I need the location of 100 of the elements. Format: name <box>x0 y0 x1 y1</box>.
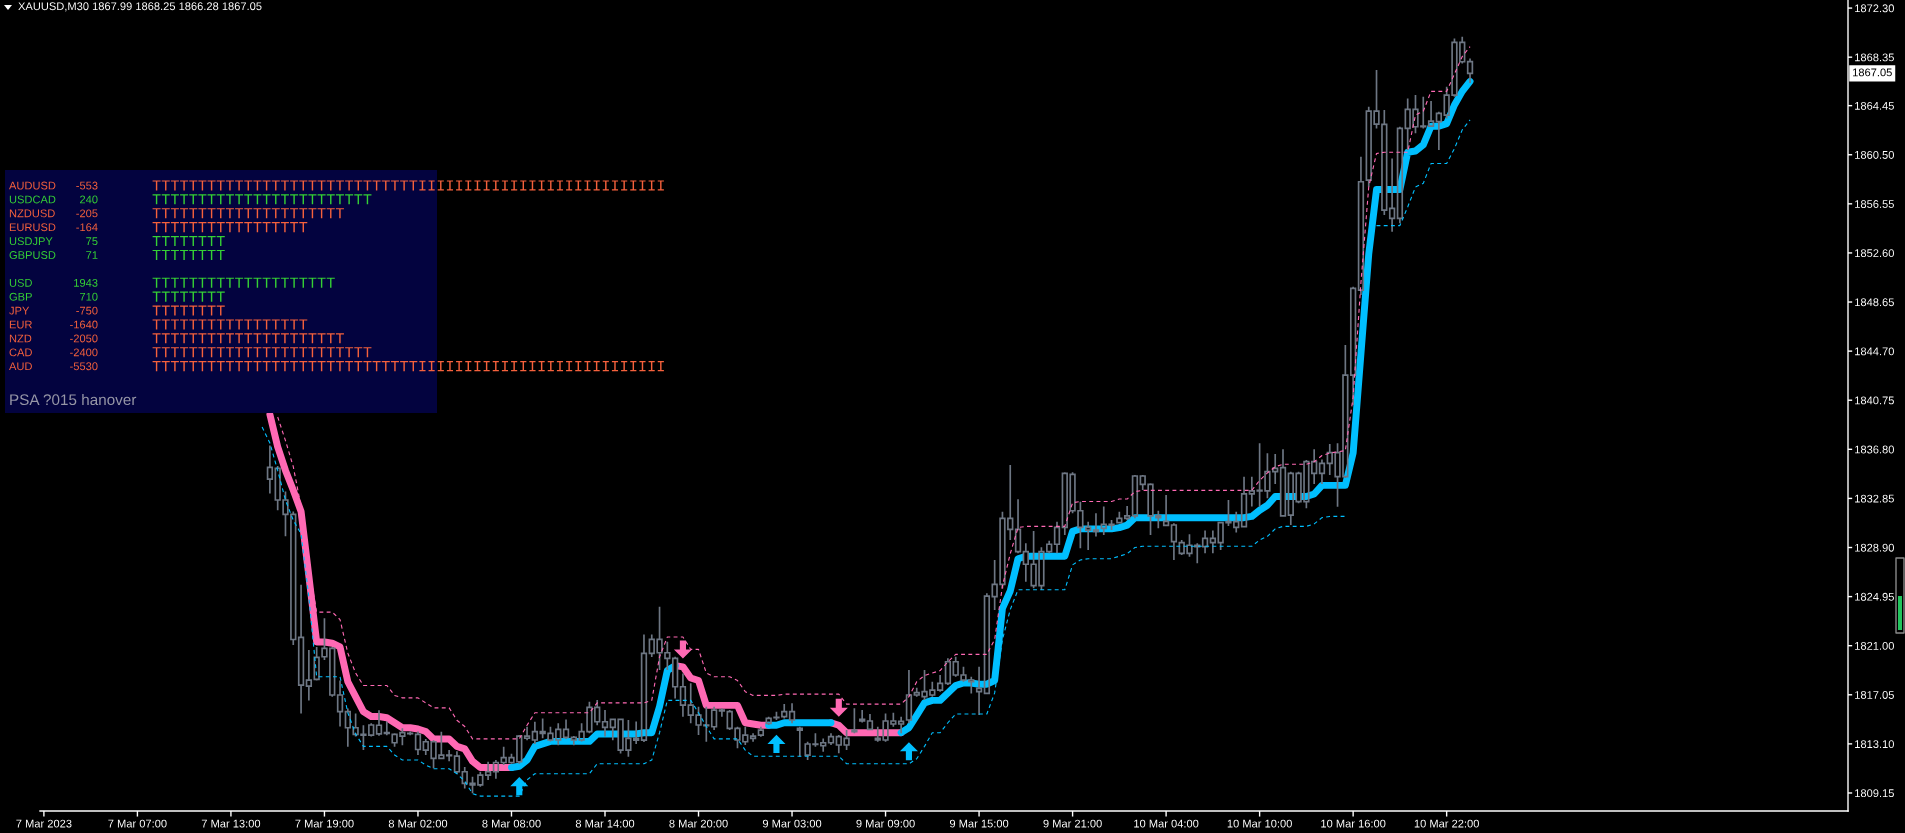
point <box>899 742 918 761</box>
annotation: TTTTTTTT <box>152 235 225 247</box>
candlestick <box>905 669 913 725</box>
category-label: JPY <box>9 306 30 315</box>
candlestick <box>1201 529 1209 555</box>
candlestick <box>453 750 461 775</box>
candlestick <box>1014 498 1022 555</box>
data-label: -5530 <box>70 362 98 371</box>
y-tick-label: 1856.55 <box>1855 200 1894 208</box>
candlestick <box>749 732 757 743</box>
x-tick-label: 8 Mar 02:00 <box>388 819 448 828</box>
y-tick-label: 1860.50 <box>1855 151 1894 159</box>
category-label: USDCAD <box>9 195 56 204</box>
category-label: NZDUSD <box>9 209 55 218</box>
candlestick <box>827 732 835 746</box>
category-label: USDJPY <box>9 237 53 246</box>
point <box>510 777 529 796</box>
category-label: GBPUSD <box>9 251 56 259</box>
candlestick <box>1279 448 1287 518</box>
candlestick <box>781 703 788 720</box>
y-tick-label: 1817.05 <box>1855 691 1894 699</box>
data-label: -750 <box>76 306 98 315</box>
y-tick-label: 1809.15 <box>1855 789 1894 798</box>
candlestick <box>796 725 804 758</box>
x-tick-label: 10 Mar 10:00 <box>1227 819 1292 828</box>
candlestick <box>336 679 344 728</box>
candlestick <box>1053 520 1061 555</box>
data-label: -2050 <box>70 334 98 343</box>
category-label: EUR <box>9 320 32 329</box>
y-tick-label: 1813.10 <box>1855 740 1894 749</box>
candlestick <box>601 709 609 738</box>
category-label: GBP <box>9 292 32 301</box>
data-label: 240 <box>80 195 98 204</box>
text: 1867.05 <box>1853 68 1892 77</box>
point <box>767 734 786 753</box>
point <box>829 698 848 717</box>
candlestick <box>640 633 648 743</box>
data-label: 71 <box>86 251 98 259</box>
x-tick-label: 7 Mar 07:00 <box>108 819 167 828</box>
y-tick-label: 1840.75 <box>1855 396 1894 405</box>
candlestick <box>858 709 866 724</box>
candlestick <box>1318 458 1326 485</box>
candlestick <box>1357 155 1365 296</box>
category-label: EURUSD <box>9 223 56 232</box>
data-label: 1943 <box>74 278 98 287</box>
x-tick-label: 9 Mar 15:00 <box>949 819 1009 828</box>
candlestick <box>1240 475 1248 529</box>
category-label: AUDUSD <box>9 181 56 190</box>
x-tick-label: 7 Mar 13:00 <box>201 819 261 828</box>
x-tick-label: 7 Mar 19:00 <box>295 819 354 828</box>
candlestick <box>757 725 765 738</box>
x-tick-label: 7 Mar 2023 <box>16 819 72 828</box>
x-tick-label: 8 Mar 14:00 <box>575 819 635 828</box>
annotation: PSA ?015 hanover <box>10 393 137 406</box>
category-label: USD <box>9 278 32 287</box>
candlestick <box>1427 100 1435 128</box>
candlestick <box>866 713 874 731</box>
data-label: -164 <box>76 223 98 232</box>
y-tick-label: 1872.30 <box>1855 4 1894 13</box>
candlestick <box>266 444 274 495</box>
candlestick <box>936 674 944 693</box>
point <box>673 640 692 659</box>
x-tick-label: 10 Mar 16:00 <box>1321 819 1386 828</box>
annotation: TTTTTTTTTTTTTTTTT <box>152 222 308 233</box>
annotation: TTTTTTTTTTTTTTTTTTTT <box>152 277 335 288</box>
y-tick-label: 1828.90 <box>1855 543 1894 552</box>
annotation: TTTTTTTTTTTTTTTTTTTTT <box>152 333 344 344</box>
y-tick-label: 1824.95 <box>1855 592 1894 601</box>
candlestick <box>375 709 383 737</box>
candlestick <box>788 702 796 725</box>
data-label: 75 <box>86 237 98 246</box>
candlestick <box>944 657 952 686</box>
annotation: TTTTTTTT <box>152 249 225 260</box>
annotation: TTTTTTTTTTTTTTTTTTTTTTTTTTTTTIIIIIIIIIIIIIIIIIIIIIIIIIII <box>152 361 664 372</box>
candlestick <box>1131 474 1139 520</box>
data-label: -1640 <box>70 320 98 329</box>
candlestick <box>679 672 687 718</box>
candlestick <box>562 718 570 740</box>
candlestick <box>710 705 718 731</box>
y-tick-label: 1844.70 <box>1855 347 1894 356</box>
category-label: CAD <box>9 348 32 357</box>
candlestick <box>297 583 305 715</box>
annotation: TTTTTTTTTTTTTTTTTTTTT <box>152 208 344 219</box>
y-tick-label: 1852.60 <box>1855 249 1894 258</box>
annotation: TTTTTTTT <box>152 291 225 302</box>
x-tick-label: 9 Mar 21:00 <box>1043 819 1102 828</box>
chart-title: XAUUSD,M30 1867.99 1868.25 1866.28 1867.05 <box>18 2 262 12</box>
candlestick <box>383 720 390 737</box>
y-tick-label: 1848.65 <box>1855 298 1894 307</box>
category-label: NZD <box>9 334 32 343</box>
data-label: 710 <box>80 292 98 301</box>
y-tick-label: 1868.35 <box>1855 53 1894 62</box>
y-tick-label: 1864.45 <box>1855 101 1894 110</box>
annotation: TTTTTTTTTTTTTTTTTTTTTTTTTTTTTIIIIIIIIIIIIIIIIIIIIIIIIIII <box>152 180 664 191</box>
y-tick-label: 1832.85 <box>1855 494 1894 503</box>
category-label: AUD <box>9 362 32 371</box>
y-tick-label: 1821.00 <box>1855 641 1894 650</box>
data-label: -2400 <box>70 348 98 357</box>
candlestick <box>523 725 531 741</box>
candlestick <box>1388 157 1396 233</box>
